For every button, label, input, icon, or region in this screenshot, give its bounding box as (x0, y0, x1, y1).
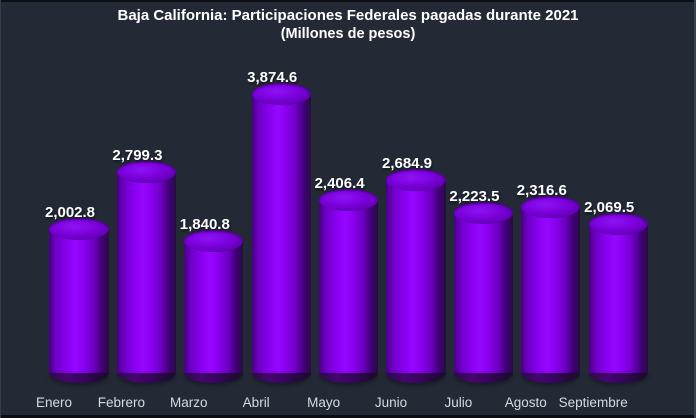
cylinder-body (318, 200, 379, 374)
cylinder-bottom (116, 372, 177, 383)
cylinder-bottom (318, 372, 379, 383)
cylinder-bottom (588, 372, 648, 383)
cylinder-bottom (386, 372, 446, 383)
cylinder-top (588, 213, 648, 236)
bar-value-label: 2,002.8 (44, 204, 96, 222)
category-label-junio: Junio (374, 395, 408, 410)
category-label-mayo: Mayo (307, 395, 341, 410)
bar-junio (386, 168, 446, 394)
category-label-julio: Julio (444, 395, 473, 410)
cylinder-body (386, 179, 446, 374)
cylinder-body (49, 229, 109, 374)
category-label-enero: Enero (35, 395, 73, 410)
frame-border-top (0, 0, 696, 2)
cylinder-bottom (251, 373, 311, 383)
frame-border-bottom (0, 415, 696, 418)
cylinder-top (521, 195, 581, 218)
bar-enero (49, 218, 109, 394)
frame-border-right (694, 0, 696, 418)
frame-border-left (0, 0, 1, 418)
category-label-septiembre: Septiembre (558, 395, 628, 410)
cylinder-body (251, 94, 311, 374)
cylinder-top (49, 218, 109, 241)
cylinder-bottom (453, 372, 514, 383)
category-label-marzo: Marzo (170, 395, 208, 410)
category-label-agosto: Agosto (504, 395, 547, 410)
bar-value-label: 2,406.4 (314, 175, 365, 193)
cylinder-top (453, 202, 514, 225)
bar-mayo (318, 189, 379, 394)
cylinder-body (116, 171, 177, 374)
cylinder-top (386, 168, 446, 191)
bar-abril (251, 83, 311, 394)
chart-title: Baja California: Participaciones Federal… (117, 7, 579, 24)
bar-julio (453, 202, 514, 394)
cylinder-top (318, 189, 379, 212)
chart-subtitle: (Millones de pesos) (280, 26, 416, 42)
bar-value-label: 1,840.8 (179, 215, 230, 233)
cylinder-top (116, 160, 177, 183)
cylinder-bottom (184, 372, 244, 383)
cylinder-bottom (521, 372, 581, 383)
bar-value-label: 3,874.6 (247, 69, 298, 86)
cylinder-body (521, 206, 581, 374)
cylinder-top (184, 229, 244, 252)
bar-febrero (116, 160, 177, 394)
bar-value-label: 2,316.6 (516, 181, 567, 199)
bar-marzo (184, 229, 244, 394)
cylinder-bottom (49, 372, 109, 383)
bar-value-label: 2,799.3 (112, 146, 163, 164)
cylinder-body (588, 224, 648, 374)
cylinder-body (184, 240, 244, 374)
category-label-febrero: Febrero (97, 395, 146, 410)
cylinder-body (453, 213, 514, 374)
cylinder-top (251, 83, 311, 105)
bar-value-label: 2,223.5 (449, 188, 500, 206)
bar-value-label: 2,684.9 (381, 154, 433, 172)
bar-agosto (521, 195, 581, 394)
category-label-abril: Abril (242, 395, 270, 410)
bar-value-label: 2,069.5 (584, 199, 635, 217)
bar-septiembre (588, 213, 648, 394)
